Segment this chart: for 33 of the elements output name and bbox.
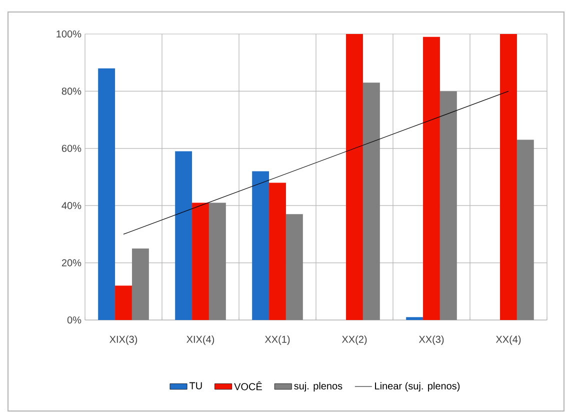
y-tick-label: 20% [62,259,82,266]
bar [208,202,226,320]
bar [192,202,209,320]
x-tick-label: XIX(3) [110,336,138,345]
y-tick-label: 60% [62,144,82,152]
legend-label: Linear (suj. plenos) [375,382,460,392]
x-tick-label: XIX(4) [186,336,214,345]
y-tick-label: 80% [62,88,82,95]
x-tick-label: XX(3) [418,336,444,345]
legend-label: VOCÊ [234,381,262,390]
legend-label: suj. plenos [294,382,342,392]
bar [440,91,457,320]
bar [175,151,192,320]
y-tick-label: 100% [56,30,82,38]
legend-label: TU [189,382,202,390]
bar [423,36,440,320]
x-tick-label: XX(1) [264,336,290,345]
y-tick-label: 0% [67,316,82,324]
x-tick-label: XX(4) [496,336,521,345]
bar [269,182,286,320]
bar [516,140,534,320]
y-tick-label: 40% [62,202,82,210]
bar [252,171,270,320]
bar [115,286,132,320]
bar [500,34,517,320]
bar [132,248,149,320]
bar [98,68,116,320]
bar [346,34,363,320]
bar [362,82,380,320]
x-tick-label: XX(2) [342,336,367,345]
line-series [123,90,509,234]
bar [406,317,424,320]
bar [286,214,303,320]
